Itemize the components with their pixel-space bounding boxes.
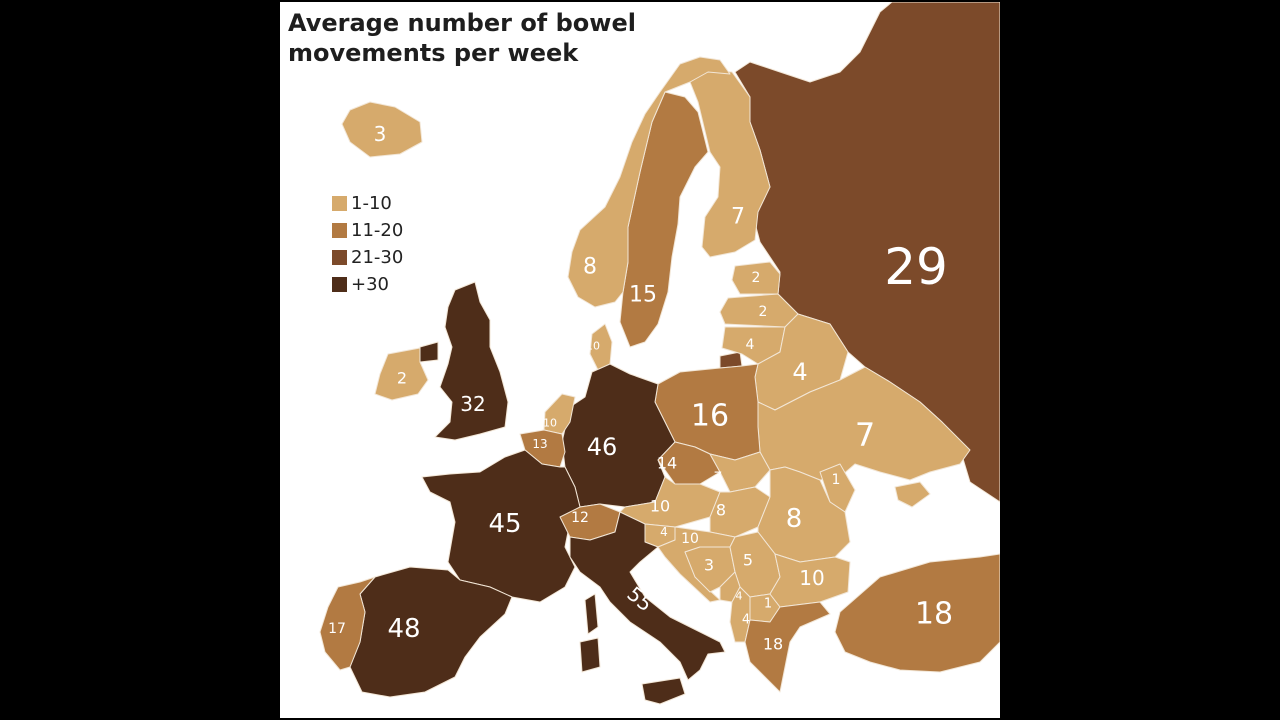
region-bulgaria	[769, 553, 851, 608]
region-turkey	[834, 553, 1000, 673]
value-label-albania: 4	[742, 613, 750, 628]
region-slovakia	[709, 451, 771, 493]
value-label-norway: 8	[583, 255, 597, 280]
region-finland	[689, 69, 771, 258]
value-label-bosnia: 3	[704, 556, 714, 575]
region-iceland	[341, 101, 423, 158]
legend-item-11-20: 11-20	[332, 217, 403, 244]
map-panel: 3 2 32 8 15 7 29 2 2 4 4 7 1 16 46 10 10 13 45 12 14 10 7 8 8 4 10…	[280, 2, 1000, 718]
value-label-latvia: 2	[759, 304, 768, 320]
region-uk	[434, 281, 509, 441]
value-label-spain: 48	[387, 614, 420, 644]
map-title: Average number of bowel movements per we…	[288, 8, 708, 68]
region-norway	[567, 56, 731, 308]
legend-label-over-30: +30	[351, 274, 389, 295]
legend-label-1-10: 1-10	[351, 193, 392, 214]
value-label-lithuania: 4	[746, 337, 755, 353]
value-label-finland: 7	[731, 205, 745, 230]
value-label-germany: 46	[587, 433, 618, 461]
map-title-line-1: Average number of bowel	[288, 9, 636, 37]
value-label-bulgaria: 10	[799, 566, 824, 590]
region-sardinia	[579, 637, 601, 673]
value-label-iceland: 3	[374, 122, 387, 146]
value-label-denmark: 10	[586, 340, 600, 353]
region-crimea	[894, 481, 931, 508]
legend: 1-10 11-20 21-30 +30	[332, 190, 403, 298]
legend-item-over-30: +30	[332, 271, 403, 298]
value-label-croatia: 10	[681, 531, 699, 547]
value-label-austria: 10	[650, 497, 670, 516]
value-label-estonia: 2	[752, 270, 761, 286]
value-label-czechia: 14	[657, 454, 677, 473]
region-corsica	[584, 593, 599, 635]
value-label-slovenia: 4	[660, 525, 668, 539]
legend-label-11-20: 11-20	[351, 220, 404, 241]
region-moldova	[819, 463, 856, 513]
value-label-france: 45	[488, 509, 521, 539]
legend-swatch-1-10	[332, 196, 347, 211]
map-title-line-2: movements per week	[288, 39, 579, 67]
region-sicily	[641, 677, 686, 705]
value-label-north-macedonia: 1	[764, 597, 772, 612]
value-label-slovakia: 7	[714, 470, 723, 486]
value-label-romania: 8	[786, 504, 803, 534]
legend-item-1-10: 1-10	[332, 190, 403, 217]
value-label-hungary: 8	[716, 501, 726, 520]
value-label-belgium: 13	[532, 437, 547, 451]
value-label-switzerland: 12	[571, 510, 589, 526]
value-label-portugal: 17	[328, 621, 346, 637]
value-label-belarus: 4	[792, 358, 807, 386]
value-label-greece: 18	[763, 635, 783, 654]
region-ireland	[374, 347, 429, 401]
legend-swatch-21-30	[332, 250, 347, 265]
value-label-serbia: 5	[743, 551, 753, 570]
value-label-netherlands: 10	[543, 417, 557, 430]
region-romania	[757, 466, 851, 563]
region-portugal	[319, 576, 376, 671]
region-italy	[569, 511, 726, 681]
legend-swatch-11-20	[332, 223, 347, 238]
watermark-text: TheStats	[869, 677, 941, 696]
value-label-montenegro: 4	[736, 590, 743, 603]
value-label-ukraine: 7	[855, 416, 875, 454]
value-label-turkey: 18	[915, 597, 953, 632]
value-label-ireland: 2	[397, 369, 407, 388]
legend-label-21-30: 21-30	[351, 247, 404, 268]
legend-item-21-30: 21-30	[332, 244, 403, 271]
value-label-poland: 16	[691, 399, 729, 434]
value-label-russia: 29	[884, 238, 948, 296]
value-label-sweden: 15	[629, 283, 657, 308]
legend-swatch-over-30	[332, 277, 347, 292]
region-greece	[744, 601, 831, 693]
value-label-uk: 32	[460, 392, 485, 416]
value-label-moldova: 1	[832, 472, 841, 488]
